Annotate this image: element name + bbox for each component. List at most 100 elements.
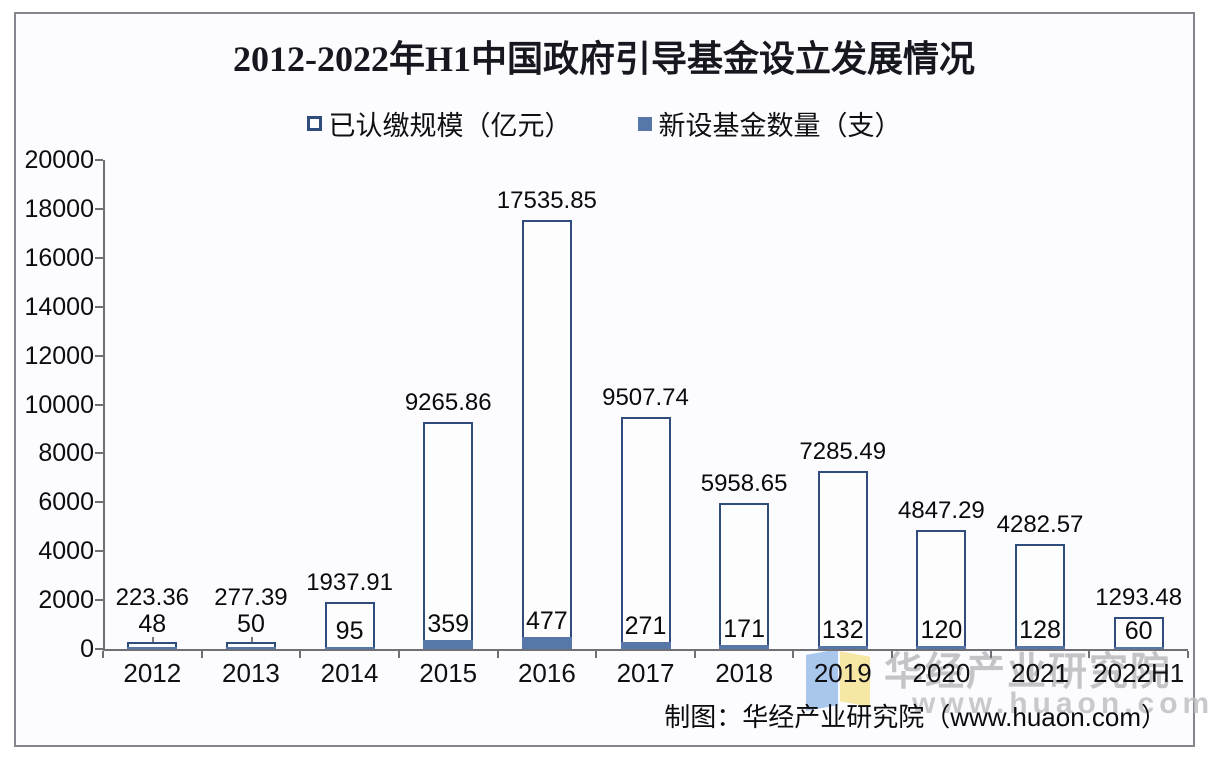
y-axis-tick-label: 14000 bbox=[24, 292, 94, 321]
y-axis-tick bbox=[95, 207, 103, 210]
bar-count-2016 bbox=[521, 637, 572, 649]
y-axis-tick bbox=[95, 648, 103, 650]
bar-scale-2019 bbox=[817, 470, 868, 649]
y-axis-tick-label: 18000 bbox=[24, 194, 94, 223]
y-axis-tick-label: 0 bbox=[80, 635, 94, 663]
y-axis-tick bbox=[95, 354, 103, 357]
x-axis-tick bbox=[792, 651, 795, 658]
y-axis-tick bbox=[95, 159, 103, 161]
x-axis-tick bbox=[102, 651, 104, 658]
bar-scale-2015 bbox=[423, 422, 474, 649]
x-axis-label: 2017 bbox=[616, 658, 675, 688]
count-label-leader-line bbox=[250, 637, 253, 643]
x-axis-tick bbox=[1187, 651, 1189, 658]
count-value-label: 359 bbox=[427, 610, 470, 639]
y-axis-tick-label: 6000 bbox=[38, 488, 94, 517]
chart-frame bbox=[14, 12, 1195, 747]
y-axis-tick-label: 12000 bbox=[24, 341, 94, 370]
x-axis-line bbox=[103, 649, 1188, 651]
bar-count-2014 bbox=[324, 646, 375, 649]
bar-count-2015 bbox=[423, 640, 474, 649]
x-axis-label: 2021 bbox=[1011, 658, 1069, 688]
scale-value-label: 1293.48 bbox=[1095, 584, 1183, 612]
count-label-leader-line bbox=[152, 637, 155, 644]
legend-item-scale: 已认缴规模（亿元） bbox=[306, 104, 572, 143]
count-value-label: 128 bbox=[1019, 615, 1061, 644]
bar-count-2021 bbox=[1015, 645, 1066, 649]
legend: 已认缴规模（亿元） 新设基金数量（支） bbox=[0, 104, 1208, 143]
y-axis-tick bbox=[95, 550, 103, 553]
scale-value-label: 4282.57 bbox=[996, 511, 1084, 539]
bar-scale-2017 bbox=[620, 416, 671, 649]
scale-value-label: 1937.91 bbox=[306, 568, 393, 596]
x-axis-tick bbox=[891, 651, 894, 658]
y-axis-tick bbox=[95, 256, 103, 259]
legend-item-count: 新设基金数量（支） bbox=[637, 104, 902, 143]
scale-value-label: 4847.29 bbox=[898, 497, 985, 525]
y-axis-tick-label: 4000 bbox=[38, 537, 94, 566]
y-axis-tick-label: 16000 bbox=[24, 243, 94, 272]
x-axis-tick bbox=[200, 651, 203, 658]
x-axis-label: 2022H1 bbox=[1093, 658, 1185, 688]
legend-label-count: 新设基金数量（支） bbox=[658, 111, 902, 141]
scale-value-label: 9265.86 bbox=[404, 389, 492, 417]
y-axis-tick bbox=[95, 452, 103, 455]
x-axis-tick bbox=[397, 651, 400, 658]
chart-title: 2012-2022年H1中国政府引导基金设立发展情况 bbox=[233, 39, 975, 79]
x-axis-tick bbox=[595, 651, 598, 658]
bar-count-2013 bbox=[225, 647, 276, 649]
scale-value-label: 5958.65 bbox=[700, 470, 788, 498]
count-value-label: 95 bbox=[335, 616, 364, 645]
scale-value-label: 7285.49 bbox=[799, 437, 887, 465]
bar-count-2018 bbox=[719, 644, 770, 649]
y-axis-tick bbox=[95, 501, 103, 504]
count-value-label: 477 bbox=[526, 607, 568, 636]
x-axis-label: 2020 bbox=[912, 658, 971, 688]
count-value-label: 50 bbox=[237, 610, 265, 638]
y-axis-tick bbox=[95, 305, 103, 308]
x-axis-tick bbox=[1088, 651, 1091, 658]
count-value-label: 132 bbox=[821, 615, 864, 644]
y-axis-line bbox=[103, 160, 105, 651]
bar-scale-2020 bbox=[916, 530, 967, 649]
scale-value-label: 223.36 bbox=[115, 584, 190, 611]
x-axis-label: 2019 bbox=[813, 658, 872, 688]
count-value-label: 60 bbox=[1124, 617, 1153, 645]
y-axis-tick-label: 10000 bbox=[24, 390, 94, 419]
count-value-label: 171 bbox=[723, 614, 765, 643]
bar-count-2019 bbox=[817, 645, 868, 649]
footer-credit: 制图：华经产业研究院（www.huaon.com） bbox=[664, 702, 1167, 732]
y-axis-tick-label: 8000 bbox=[38, 439, 94, 468]
legend-filled-square-icon bbox=[637, 116, 652, 131]
x-axis-label: 2015 bbox=[419, 658, 478, 688]
count-value-label: 120 bbox=[920, 616, 963, 645]
count-value-label: 271 bbox=[624, 612, 667, 641]
bar-scale-2021 bbox=[1015, 544, 1066, 649]
legend-outlined-square-icon bbox=[306, 116, 322, 131]
count-value-label: 48 bbox=[138, 610, 167, 638]
x-axis-tick bbox=[299, 651, 302, 658]
watermark-text: 华经产业研究院 bbox=[884, 651, 1172, 694]
bar-scale-2016 bbox=[521, 220, 572, 649]
legend-label-scale: 已认缴规模（亿元） bbox=[328, 111, 572, 141]
x-axis-label: 2018 bbox=[715, 658, 774, 688]
bar-count-2020 bbox=[916, 646, 967, 649]
scale-value-label: 277.39 bbox=[214, 584, 288, 611]
scale-value-label: 9507.74 bbox=[602, 383, 689, 411]
x-axis-tick bbox=[496, 651, 499, 658]
x-axis-label: 2016 bbox=[517, 658, 576, 688]
x-axis-label: 2012 bbox=[123, 658, 182, 688]
y-axis-tick bbox=[95, 403, 103, 406]
watermark-url: www.huaon.com bbox=[912, 687, 1208, 720]
y-axis-tick-label: 20000 bbox=[24, 146, 94, 174]
scale-value-label: 17535.85 bbox=[496, 187, 597, 215]
x-axis-label: 2014 bbox=[320, 658, 379, 688]
bar-count-2012 bbox=[127, 647, 178, 649]
bar-count-2022H1 bbox=[1113, 647, 1164, 649]
y-axis-tick-label: 2000 bbox=[38, 586, 94, 615]
x-axis-tick bbox=[693, 651, 696, 658]
x-axis-tick bbox=[989, 651, 992, 658]
bar-count-2017 bbox=[620, 642, 671, 649]
x-axis-label: 2013 bbox=[222, 658, 280, 688]
